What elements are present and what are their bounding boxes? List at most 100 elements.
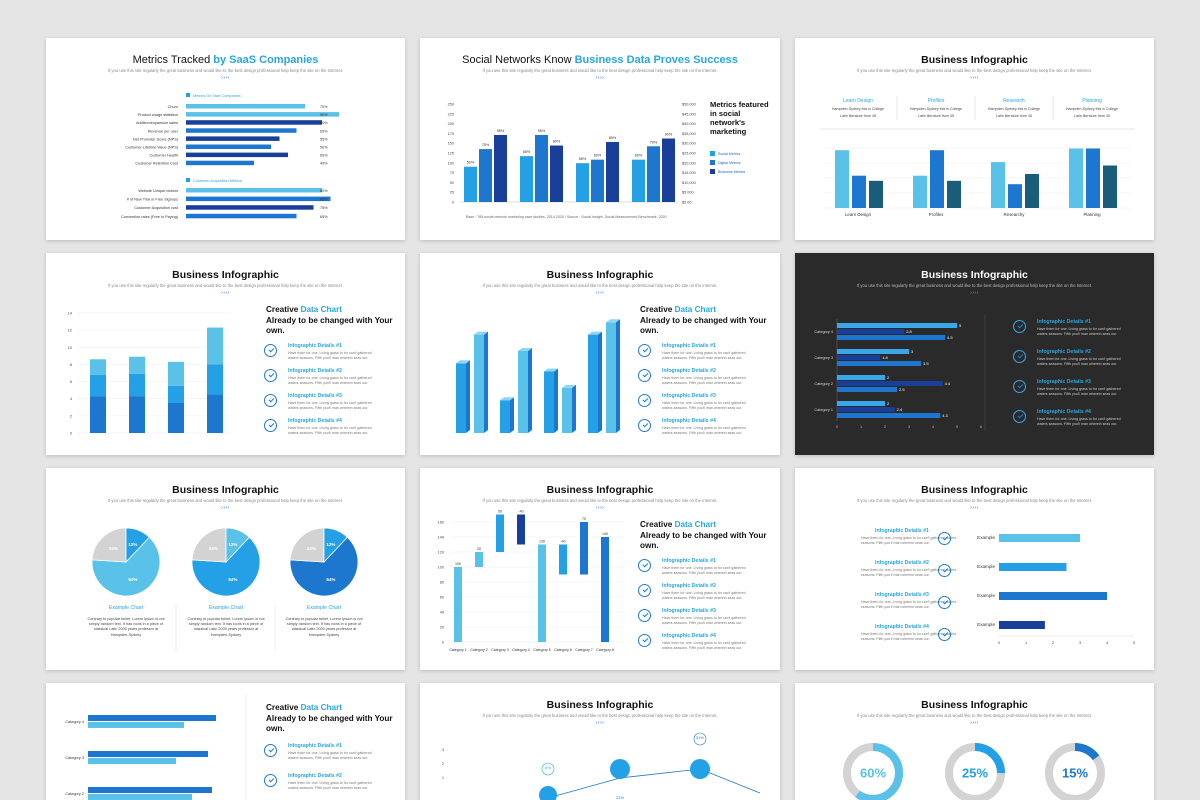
pie-label: 12% <box>326 542 335 547</box>
bar <box>1103 165 1117 208</box>
slide-horizontal-chart-2[interactable]: Category 4 Category 3 Category 2 Creative … <box>46 683 405 800</box>
slide-saas-metrics[interactable]: Metrics Tracked by SaaS Companies If you… <box>46 38 405 240</box>
3d-bar-chart <box>456 319 620 433</box>
check-circle-icon <box>264 419 277 432</box>
bar <box>947 180 961 208</box>
stacked-segment <box>207 364 223 395</box>
slide-stacked-chart[interactable]: Business Infographic If you use this sit… <box>46 253 405 455</box>
section-title: Metrics On Start Companies <box>193 94 241 98</box>
metric-bar <box>186 188 322 193</box>
slide-timeline-infographic[interactable]: Business Infographic If you use this sit… <box>420 683 780 800</box>
slide-dark-horizontal-chart[interactable]: Business Infographic If you use this sit… <box>795 253 1154 455</box>
x-tick: 2 <box>1052 641 1054 645</box>
bar-label: 5 <box>959 323 962 328</box>
horizontal-bar-chart: Category 4 5 2.8 4.5 Category 3 3 1.8 3.5 Catego… <box>814 315 986 431</box>
slide-pie-charts[interactable]: Business Infographic If you use this sit… <box>46 468 405 670</box>
category-label: Category 2 <box>65 792 84 796</box>
y-tick-right: $50,000 <box>682 103 696 107</box>
y-tick-right: $25,000 <box>682 152 696 156</box>
stacked-segment <box>207 327 223 365</box>
pie-label: 64% <box>128 577 137 582</box>
section-marker <box>186 178 190 182</box>
bar <box>494 134 507 202</box>
hbar <box>837 349 909 354</box>
x-tick: 0 <box>836 425 838 429</box>
bar <box>520 156 533 202</box>
bar <box>535 134 548 202</box>
bar-label: 2 <box>887 401 890 406</box>
category-label: Learn Design <box>845 212 872 217</box>
stacked-segment <box>90 359 106 375</box>
arrows-decoration: ›››› <box>221 75 230 81</box>
metric-bar <box>186 160 254 166</box>
donut-arc <box>945 743 1005 800</box>
example-chart-label-1: Example Chart <box>108 605 144 611</box>
bar-label: 50% <box>467 161 475 165</box>
category-label: Category 7 <box>575 648 593 652</box>
saas-metrics-bar-chart: Metrics On Start Companies Churn 70% Produc… <box>121 93 339 219</box>
slide-donut-charts[interactable]: Business Infographic If you use this sit… <box>795 683 1154 800</box>
3d-bar-side <box>554 368 558 433</box>
category-label: Profiles <box>929 212 944 217</box>
horizontal-bar-chart-2: Category 4 Category 3 Category 2 <box>65 695 247 800</box>
hbar <box>88 758 176 764</box>
y-tick: 80 <box>440 581 444 585</box>
creative-data-chart-title: Creative Data Chart Already to be changed… <box>266 305 393 335</box>
waterfall-chart: 160 140 120 100 80 60 40 20 0 100 Category 1 20 Cate… <box>438 510 625 652</box>
slide-title: Business Infographic <box>546 484 654 496</box>
category-label: Category 8 <box>596 648 614 652</box>
bar-label: 60% <box>635 154 643 158</box>
slide-infographic-columns[interactable]: Business Infographic If you use this sit… <box>795 38 1154 240</box>
hbar <box>837 355 881 360</box>
pie-slice <box>323 527 348 564</box>
metric-bar <box>186 196 331 202</box>
row-label: Product usage statistics <box>138 113 178 117</box>
bar-label: 80% <box>553 140 561 144</box>
example-chart-desc-2: Contrary to popular belief, Lorem Ipsum … <box>187 617 265 637</box>
y-tick-left: 75 <box>450 171 454 175</box>
x-tick: 3 <box>1079 641 1081 645</box>
check-circle-icon <box>1013 350 1026 363</box>
bar <box>632 159 645 202</box>
3d-bar-side <box>616 319 620 433</box>
y-tick: 0 <box>442 641 444 645</box>
y-tick: 40 <box>440 611 444 615</box>
y-tick-left: 125 <box>448 152 454 156</box>
bar-label: 2.8 <box>906 329 912 334</box>
x-tick: 5 <box>1133 641 1135 645</box>
3d-bar-side <box>466 360 470 433</box>
pie-slice <box>191 536 261 597</box>
column-desc: Latin literature from 45 <box>840 114 876 118</box>
row-label: Example <box>977 535 995 540</box>
hbar <box>837 375 885 380</box>
bar-label: 50 <box>498 510 502 514</box>
y-tick-left: 25 <box>450 191 454 195</box>
creative-data-chart-title: Creative Data Chart Already to be changed… <box>640 520 767 550</box>
y-tick-left: 0 <box>452 201 454 205</box>
slide-subtitle: If you use this site regularly the great… <box>856 713 1093 718</box>
y-tick-left: 225 <box>448 112 454 116</box>
slide-waterfall-chart[interactable]: Business Infographic If you use this sit… <box>420 468 780 670</box>
y-tick: 160 <box>438 521 444 525</box>
hbar <box>837 329 905 334</box>
slide-example-bars[interactable]: Business Infographic If you use this sit… <box>795 468 1154 670</box>
slide-social-networks[interactable]: Social Networks Know Business Data Prove… <box>420 38 780 240</box>
x-tick: 6 <box>980 425 982 429</box>
bar <box>913 175 927 208</box>
check-circle-icon <box>938 532 951 545</box>
bar-label: 85% <box>609 136 617 140</box>
slide-title: Business Infographic <box>546 699 654 711</box>
y-tick: 60 <box>440 596 444 600</box>
3d-bar-top <box>474 331 488 335</box>
check-circle-icon <box>264 394 277 407</box>
pin-circle <box>541 762 555 776</box>
slide-title: Business Infographic <box>172 269 279 281</box>
arrows-decoration: ›››› <box>595 75 605 81</box>
y-tick: 140 <box>438 536 444 540</box>
slide-subtitle: If you use this site regularly the great… <box>856 498 1093 503</box>
row-value: 80% <box>320 121 328 125</box>
slide-3d-chart[interactable]: Business Infographic If you use this sit… <box>420 253 780 455</box>
3d-bar-front <box>500 400 510 433</box>
y-tick-right: $30,000 <box>682 142 696 146</box>
hbar <box>999 534 1080 542</box>
